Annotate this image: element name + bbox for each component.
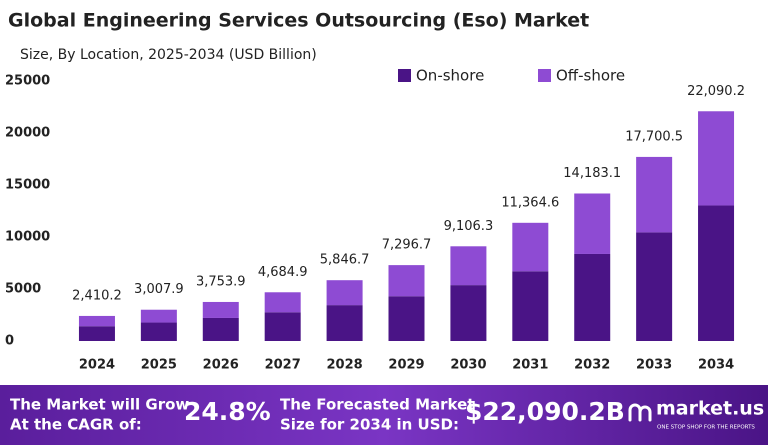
y-tick-label: 15000: [5, 178, 50, 193]
total-label: 5,846.7: [320, 253, 370, 268]
total-label: 3,753.9: [196, 274, 246, 289]
total-label: 9,106.3: [444, 219, 494, 234]
bar-segment: [574, 193, 611, 254]
bar-segment: [636, 232, 673, 341]
bar-segment: [450, 285, 487, 341]
banner-text: Size for 2034 in USD:: [280, 416, 459, 434]
x-tick-label: 2034: [698, 358, 734, 373]
x-tick-label: 2027: [265, 358, 301, 373]
bar-segment: [698, 205, 735, 341]
x-tick-label: 2032: [574, 358, 610, 373]
bar-segment: [388, 265, 425, 297]
total-label: 14,183.1: [563, 166, 621, 181]
brand-tagline: ONE STOP SHOP FOR THE REPORTS: [657, 425, 755, 431]
bar-segment: [574, 253, 611, 341]
legend-label: Off-shore: [556, 67, 625, 85]
x-tick-label: 2030: [450, 358, 486, 373]
bar-segment: [636, 156, 673, 233]
y-tick-label: 5000: [5, 282, 41, 297]
bar-segment: [388, 296, 425, 341]
bar-segment: [326, 280, 363, 306]
y-tick-label: 25000: [5, 74, 50, 89]
y-tick-label: 10000: [5, 230, 50, 245]
y-tick-label: 0: [5, 334, 14, 349]
legend-swatch: [538, 69, 551, 82]
x-tick-label: 2033: [636, 358, 672, 373]
banner-cagr: 24.8%: [184, 397, 271, 426]
brand-icon: [628, 403, 652, 422]
bar-segment: [698, 111, 735, 206]
y-tick-label: 20000: [5, 126, 50, 141]
x-tick-label: 2026: [203, 358, 239, 373]
chart-title: Global Engineering Services Outsourcing …: [8, 10, 589, 32]
bar-segment: [450, 246, 487, 286]
bar-segment: [512, 271, 549, 341]
banner-forecast: $22,090.2B: [465, 397, 625, 426]
bar-segment: [326, 305, 363, 341]
brand: market.us: [656, 398, 764, 420]
bar-segment: [202, 301, 239, 318]
bar-segment: [264, 312, 301, 341]
total-label: 7,296.7: [382, 238, 432, 253]
legend-swatch: [398, 69, 411, 82]
chart-subtitle: Size, By Location, 2025-2034 (USD Billio…: [20, 47, 317, 63]
x-tick-label: 2025: [141, 358, 177, 373]
bar-segment: [264, 292, 301, 313]
total-label: 2,410.2: [72, 288, 122, 303]
banner-text: At the CAGR of:: [10, 416, 142, 434]
bar-segment: [202, 317, 239, 341]
total-label: 17,700.5: [625, 129, 683, 144]
bar-segment: [78, 326, 115, 341]
x-tick-label: 2029: [388, 358, 424, 373]
bar-segment: [140, 322, 177, 341]
banner-text: The Forecasted Market: [280, 396, 474, 414]
x-tick-label: 2028: [326, 358, 362, 373]
total-label: 11,364.6: [501, 195, 559, 210]
total-label: 4,684.9: [258, 265, 308, 280]
bar-segment: [512, 222, 549, 272]
total-label: 3,007.9: [134, 282, 184, 297]
total-label: 22,090.2: [687, 84, 745, 99]
x-tick-label: 2024: [79, 358, 115, 373]
banner-text: The Market will Grow: [10, 396, 189, 414]
bar-segment: [140, 309, 177, 323]
x-tick-label: 2031: [512, 358, 548, 373]
bar-segment: [78, 315, 115, 327]
legend-label: On-shore: [416, 67, 484, 85]
